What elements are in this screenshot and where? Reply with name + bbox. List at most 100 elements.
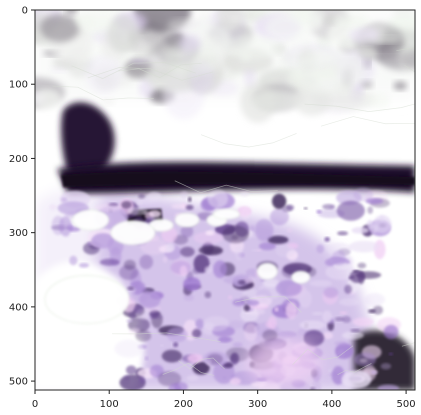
upper-texture-blob <box>401 47 415 69</box>
purple-texture-blob <box>372 305 384 315</box>
purple-texture-blob <box>344 284 352 294</box>
purple-texture-blob <box>204 266 213 274</box>
purple-texture-blob <box>281 205 293 213</box>
heatmap-plot-area <box>35 10 415 390</box>
purple-texture-blob <box>187 353 204 364</box>
plot-frame <box>34 9 416 391</box>
contour-line <box>320 116 415 127</box>
purple-texture-blob <box>204 248 223 256</box>
purple-texture-blob <box>232 342 243 348</box>
purple-texture-blob <box>243 304 250 312</box>
purple-texture-blob <box>323 287 339 298</box>
purple-texture-blob <box>204 291 212 299</box>
upper-texture-blob <box>332 12 370 29</box>
y-tick-label: 300 <box>9 228 28 239</box>
purple-texture-blob <box>262 329 278 342</box>
white-hole <box>44 275 130 324</box>
x-axis: 0 100 200 300 400 500 <box>32 390 416 410</box>
purple-texture-blob <box>222 362 234 369</box>
contour-line <box>87 67 214 81</box>
x-tick-label: 100 <box>100 399 119 410</box>
purple-texture-blob <box>230 377 241 386</box>
purple-texture-blob <box>139 254 154 270</box>
upper-texture-blob <box>244 69 256 86</box>
upper-texture-blob <box>130 59 146 64</box>
upper-texture-blob <box>302 39 312 46</box>
y-tick-label: 0 <box>22 6 28 17</box>
purple-texture-blob <box>357 262 367 269</box>
purple-texture-blob <box>202 316 230 332</box>
purple-texture-blob <box>322 204 336 210</box>
purple-texture-blob <box>232 277 244 288</box>
purple-texture-blob <box>287 228 293 233</box>
upper-texture-blob <box>223 34 282 60</box>
upper-texture-blob <box>178 34 202 53</box>
purple-texture-blob <box>139 291 161 309</box>
purple-texture-blob <box>383 324 399 340</box>
upper-texture-blob <box>40 13 80 42</box>
purple-texture-blob <box>331 250 346 266</box>
contour-line <box>234 296 302 313</box>
white-hole <box>256 262 278 280</box>
purple-texture-blob <box>188 196 192 203</box>
contour-line <box>52 85 154 101</box>
purple-texture-blob <box>61 197 68 202</box>
purple-texture-blob <box>168 383 182 390</box>
purple-texture-blob <box>298 289 312 308</box>
purple-texture-blob <box>271 193 287 209</box>
upper-texture-blob <box>381 66 415 83</box>
x-tick-label: 200 <box>174 399 193 410</box>
upper-texture-blob <box>35 89 63 111</box>
heatmap-overlay <box>52 47 415 376</box>
upper-texture-blob <box>288 10 326 24</box>
y-tick-label: 500 <box>9 377 28 388</box>
purple-texture-blob <box>133 304 144 314</box>
purple-texture-blob <box>180 191 189 199</box>
purple-texture-blob <box>191 329 202 338</box>
purple-texture-blob <box>275 279 302 297</box>
purple-texture-blob <box>263 278 280 288</box>
purple-texture-blob <box>217 336 234 343</box>
purple-texture-blob <box>185 204 194 211</box>
purple-texture-blob <box>244 323 258 342</box>
purple-texture-blob <box>274 307 279 312</box>
purple-texture-blob <box>336 200 365 221</box>
purple-texture-blob <box>309 280 333 287</box>
white-hole <box>213 208 240 220</box>
purple-texture-blob <box>144 356 149 361</box>
contour-line <box>200 133 297 148</box>
contour-line <box>337 363 372 376</box>
purple-texture-blob <box>180 246 195 257</box>
y-tick-label: 400 <box>9 302 28 313</box>
contour-line <box>178 357 225 370</box>
x-tick-label: 400 <box>322 399 341 410</box>
heatmap-cells <box>35 10 415 390</box>
upper-texture-blob <box>277 46 333 68</box>
purple-texture-blob <box>368 309 376 314</box>
purple-texture-blob <box>119 374 146 390</box>
purple-texture-blob <box>254 218 274 242</box>
purple-texture-blob <box>157 371 182 387</box>
purple-texture-blob <box>311 312 324 316</box>
upper-texture-blob <box>229 16 240 22</box>
purple-texture-blob <box>370 370 377 374</box>
purple-texture-blob <box>269 208 290 226</box>
purple-texture-blob <box>351 227 369 234</box>
purple-texture-blob <box>126 319 133 323</box>
purple-texture-blob <box>99 258 120 266</box>
purple-texture-blob <box>78 262 90 268</box>
purple-texture-blob <box>180 225 194 238</box>
purple-texture-blob <box>183 277 201 291</box>
purple-texture-blob <box>303 207 308 210</box>
purple-texture-blob <box>367 206 374 214</box>
purple-texture-blob <box>388 352 393 356</box>
purple-texture-blob <box>341 370 372 389</box>
y-tick-label: 100 <box>9 80 28 91</box>
x-tick-label: 0 <box>32 399 38 410</box>
purple-texture-blob <box>195 318 204 330</box>
purple-texture-blob <box>161 349 183 363</box>
x-tick-label: 300 <box>248 399 267 410</box>
purple-texture-blob <box>342 316 352 323</box>
